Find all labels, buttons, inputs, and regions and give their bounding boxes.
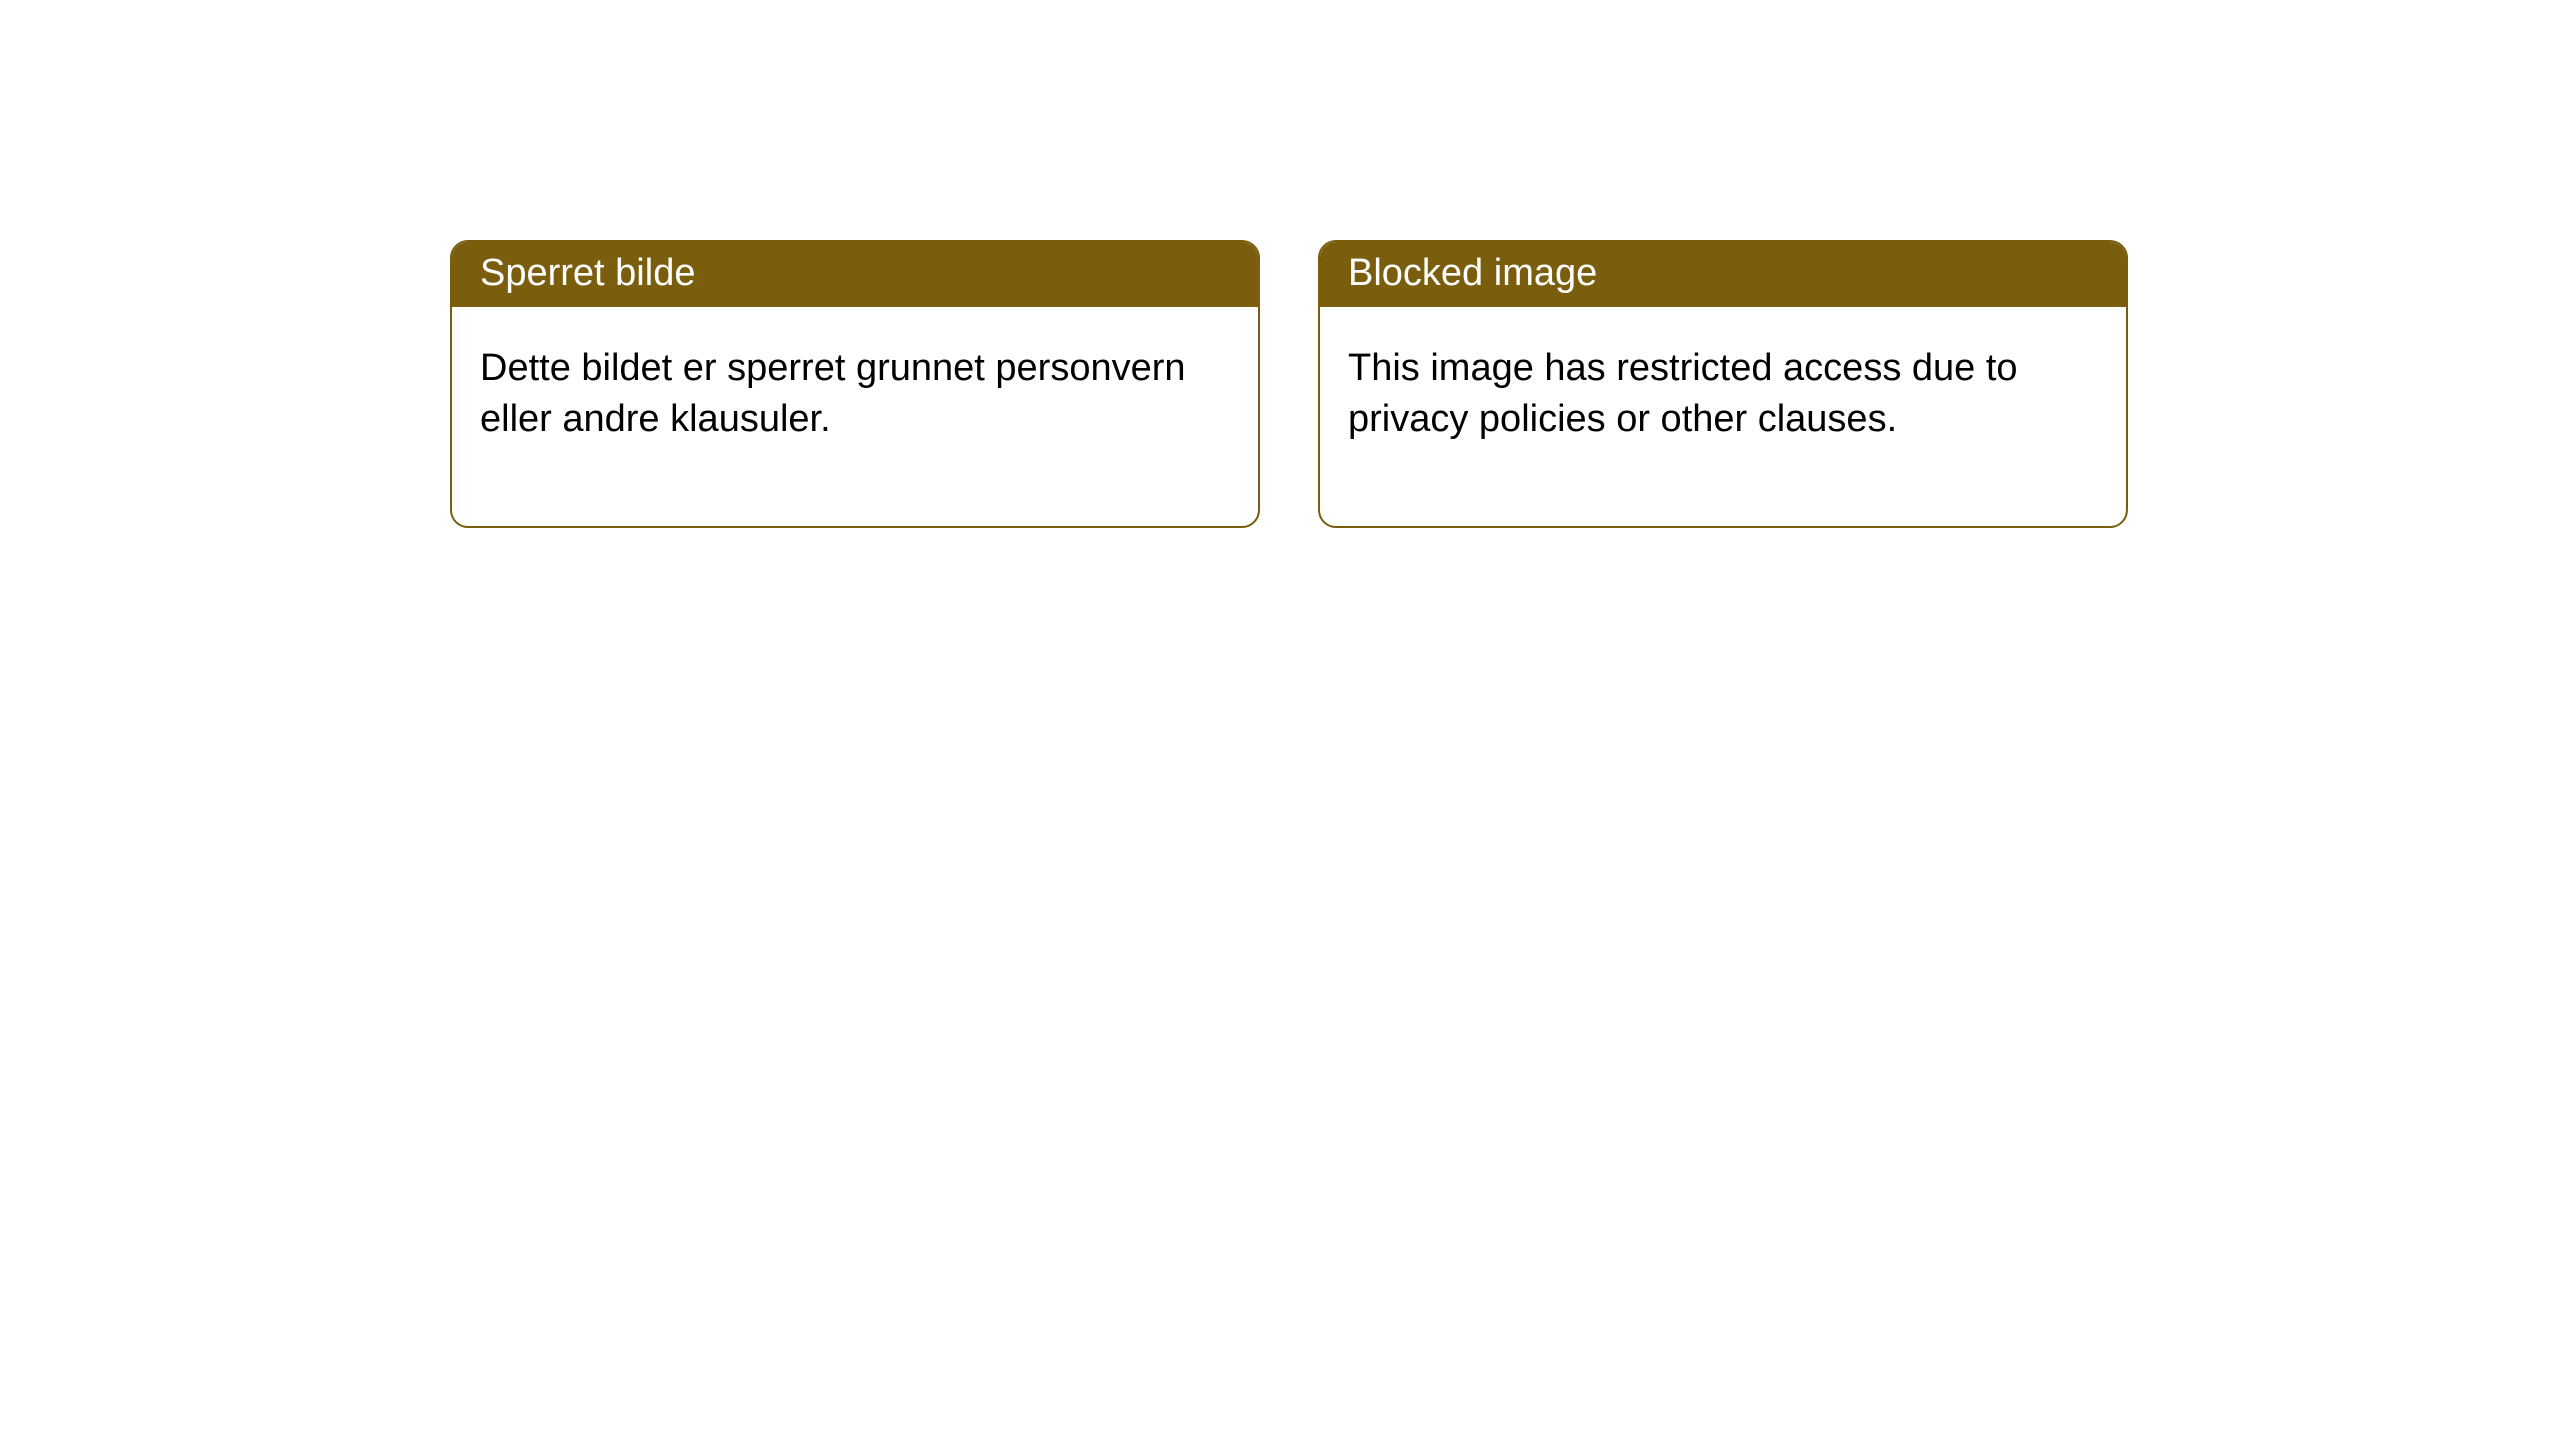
notice-body: Dette bildet er sperret grunnet personve… [452,307,1258,526]
notice-container: Sperret bilde Dette bildet er sperret gr… [0,0,2560,528]
notice-title: Sperret bilde [452,242,1258,307]
notice-card-norwegian: Sperret bilde Dette bildet er sperret gr… [450,240,1260,528]
notice-title: Blocked image [1320,242,2126,307]
notice-body: This image has restricted access due to … [1320,307,2126,526]
notice-card-english: Blocked image This image has restricted … [1318,240,2128,528]
